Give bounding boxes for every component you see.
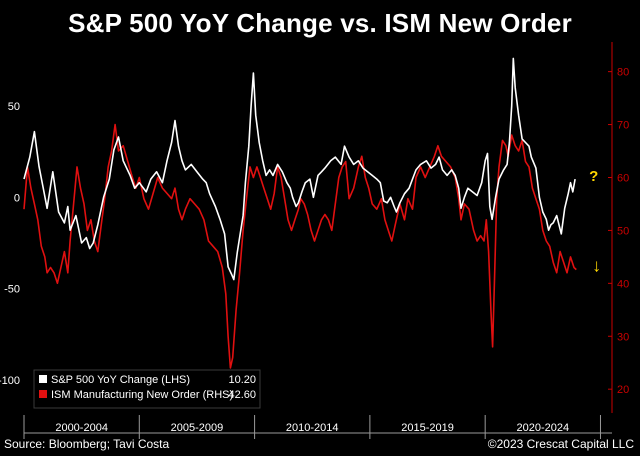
legend-label: S&P 500 YoY Change (LHS) bbox=[51, 374, 190, 386]
legend-box bbox=[33, 369, 261, 409]
down-arrow-annotation: ↓ bbox=[592, 256, 601, 276]
right-axis-tick-label: 40 bbox=[617, 278, 629, 290]
left-axis-tick-label: 50 bbox=[8, 101, 20, 113]
right-axis-tick-label: 20 bbox=[617, 384, 629, 396]
right-axis-tick-label: 60 bbox=[617, 172, 629, 184]
right-axis-tick-label: 30 bbox=[617, 331, 629, 343]
legend-value: 10.20 bbox=[228, 374, 256, 386]
question-mark-annotation: ? bbox=[589, 168, 598, 185]
x-period-label: 2010-2014 bbox=[286, 422, 339, 434]
x-period-label: 2015-2019 bbox=[401, 422, 454, 434]
right-axis-tick-label: 80 bbox=[617, 67, 629, 79]
x-period-label: 2000-2004 bbox=[55, 422, 108, 434]
left-axis-tick-label: -100 bbox=[0, 375, 20, 387]
ism-new-order-line bbox=[23, 123, 577, 369]
sp500-yoy-line bbox=[23, 57, 576, 281]
legend-value: 42.60 bbox=[228, 389, 256, 401]
left-axis-tick-label: -50 bbox=[4, 284, 20, 296]
x-period-label: 2020-2024 bbox=[517, 422, 570, 434]
copyright-note: ©2023 Crescat Capital LLC bbox=[487, 437, 634, 451]
legend-label: ISM Manufacturing New Order (RHS) bbox=[51, 389, 233, 401]
legend-swatch bbox=[39, 390, 47, 398]
x-period-label: 2005-2009 bbox=[171, 422, 224, 434]
source-note: Source: Bloomberg; Tavi Costa bbox=[4, 437, 170, 451]
right-axis-tick-label: 70 bbox=[617, 120, 629, 132]
left-axis-tick-label: 0 bbox=[14, 192, 20, 204]
right-axis-tick-label: 50 bbox=[617, 225, 629, 237]
legend-swatch bbox=[39, 375, 47, 383]
chart-title: S&P 500 YoY Change vs. ISM New Order bbox=[68, 8, 572, 38]
